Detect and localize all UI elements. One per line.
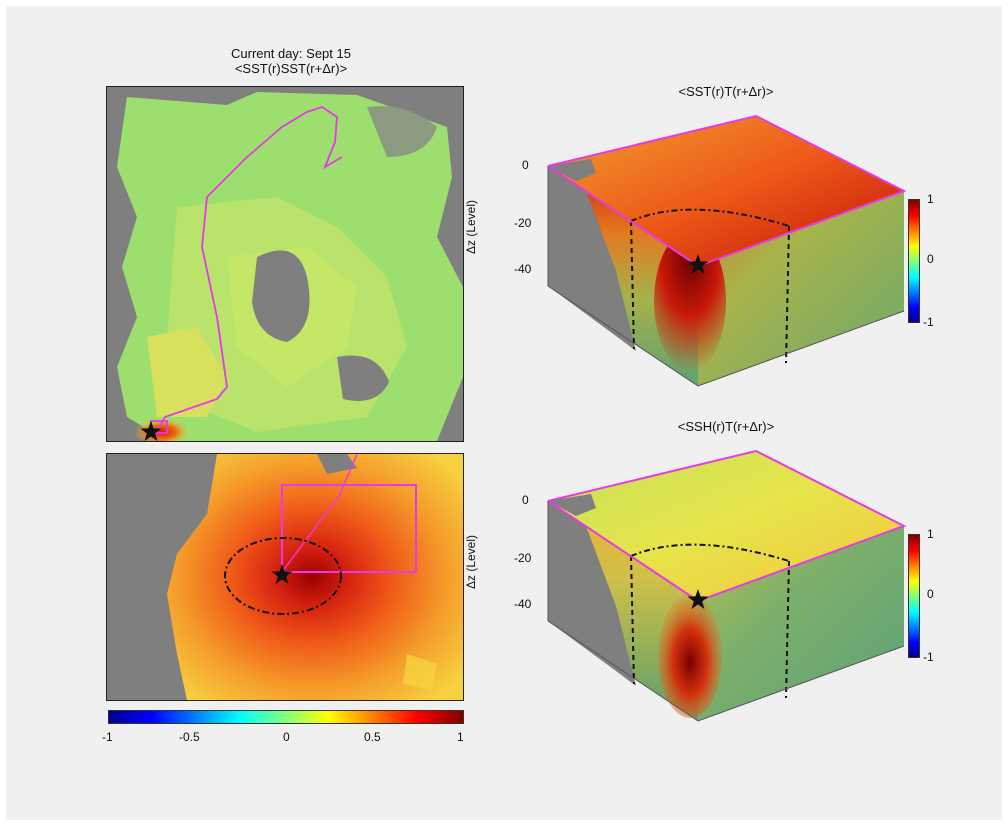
vertical-colorbar-bottom — [908, 534, 920, 658]
cube-top-title: <SST(r)T(r+Δr)> — [678, 84, 774, 99]
cube-bottom-ylabel: Δz (Level) — [464, 534, 479, 590]
vcb-top-tick: -1 — [923, 315, 934, 329]
map-zoom — [106, 453, 464, 701]
cube-top — [547, 114, 907, 387]
vcb-bottom-tick: 1 — [927, 527, 934, 541]
tracer-path — [156, 106, 343, 433]
cube-top-ytick: -20 — [514, 216, 532, 230]
hcb-tick: 0 — [283, 730, 290, 744]
star-marker — [271, 564, 293, 584]
vertical-colorbar-top — [908, 199, 920, 323]
cube-right-face — [698, 191, 904, 386]
star-marker — [687, 589, 709, 609]
cube-bottom-title: <SSH(r)T(r+Δr)> — [677, 419, 775, 434]
figure: Current day: Sept 15 <SST(r)SST(r+Δr)> — [6, 6, 1002, 820]
vcb-top-tick: 0 — [927, 252, 934, 266]
cube-bottom-ytick: -40 — [514, 597, 532, 611]
correlation-contour — [224, 537, 342, 615]
hcb-tick: 0.5 — [364, 730, 381, 744]
vcb-bottom-tick: -1 — [923, 650, 934, 664]
cube-top-ytick: -40 — [514, 262, 532, 276]
cube-land-wall — [548, 166, 636, 351]
hcb-tick: -1 — [102, 730, 113, 744]
cube-bottom-ytick: 0 — [522, 493, 529, 507]
greenland-land — [252, 250, 310, 342]
vcb-top-tick: 1 — [927, 192, 934, 206]
zoom-ocean — [167, 454, 463, 700]
hcb-tick: 1 — [457, 730, 464, 744]
cube-top-face — [548, 116, 904, 266]
vcb-bottom-tick: 0 — [927, 587, 934, 601]
cube-top-ytick: 0 — [522, 158, 529, 172]
zoom-box — [281, 484, 417, 573]
day-label: Current day: Sept 15 — [231, 46, 351, 61]
hcb-tick: -0.5 — [179, 730, 200, 744]
map-title: <SST(r)SST(r+Δr)> — [234, 61, 348, 76]
cube-top-ylabel: Δz (Level) — [464, 199, 479, 255]
cube-bottom — [547, 449, 907, 722]
horizontal-colorbar — [108, 710, 464, 724]
star-marker — [687, 254, 709, 274]
star-marker — [140, 421, 162, 441]
cube-bottom-ytick: -20 — [514, 551, 532, 565]
map-overview — [106, 86, 464, 442]
